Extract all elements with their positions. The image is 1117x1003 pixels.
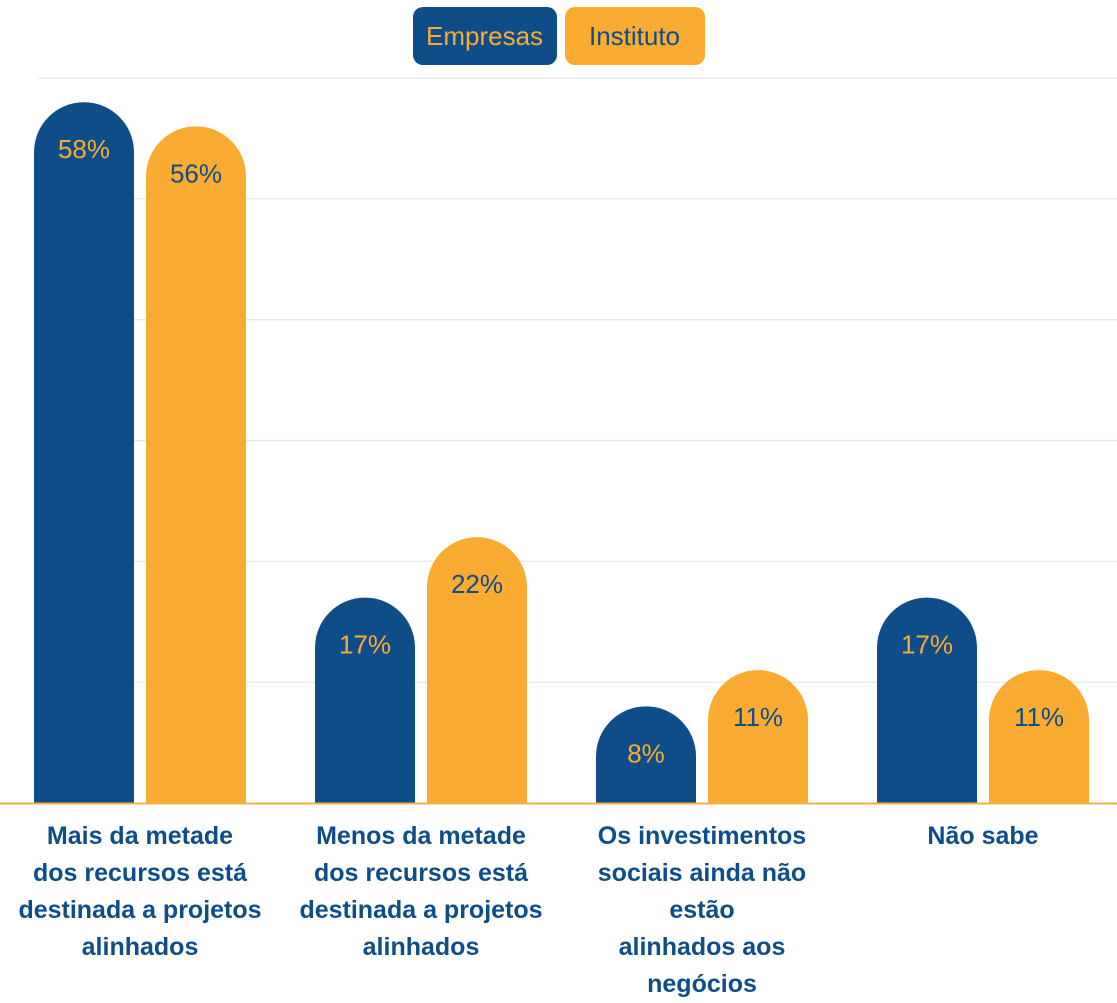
bar-instituto-2 (427, 537, 527, 803)
category-label-line: Não sabe (927, 822, 1039, 850)
bar-instituto-3 (708, 670, 808, 803)
category-label-line: alinhados (362, 933, 480, 961)
category-label-line: Menos da metade (316, 822, 526, 850)
bar-chart: 58% 17% 8% 17% 56% 22% 11% 11% (0, 77, 1117, 805)
category-label-line: Os investimentos (597, 822, 807, 850)
bar-instituto-4 (989, 670, 1089, 803)
bar-empresas-3 (596, 706, 696, 803)
data-label-instituto-4: 11% (1014, 702, 1064, 732)
bar-empresas-2 (315, 597, 415, 803)
bar-instituto-1 (146, 126, 246, 804)
category-label-1: Mais da metade dos recursos está destinada… (15, 818, 265, 966)
category-label-line: destinada a projetos (299, 896, 543, 924)
legend: Empresas Instituto (0, 7, 1117, 65)
data-label-instituto-2: 22% (451, 569, 503, 599)
data-label-instituto-3: 11% (733, 702, 783, 732)
data-label-empresas-3: 8% (627, 738, 665, 768)
category-label-4: Não sabe (858, 818, 1108, 855)
category-label-2: Menos da metade dos recursos está destinad… (296, 818, 546, 966)
category-label-line: Mais da metade (46, 822, 234, 850)
category-label-line: alinhados aos negócios (618, 933, 786, 998)
category-label-line: dos recursos está (33, 859, 247, 887)
legend-item-instituto: Instituto (564, 7, 705, 65)
category-label-line: alinhados (81, 933, 199, 961)
data-label-instituto-1: 56% (170, 158, 222, 188)
category-label-line: dos recursos está (314, 859, 528, 887)
category-label-line: sociais ainda não estão (597, 859, 807, 924)
data-label-empresas-1: 58% (58, 134, 110, 164)
category-label-line: destinada a projetos (18, 896, 262, 924)
data-label-empresas-2: 17% (339, 630, 391, 660)
bar-empresas-1 (34, 102, 134, 803)
category-label-3: Os investimentos sociais ainda não estão a… (577, 818, 827, 1003)
bar-empresas-4 (877, 597, 977, 803)
legend-item-empresas: Empresas (412, 7, 557, 65)
data-label-empresas-4: 17% (901, 630, 953, 660)
